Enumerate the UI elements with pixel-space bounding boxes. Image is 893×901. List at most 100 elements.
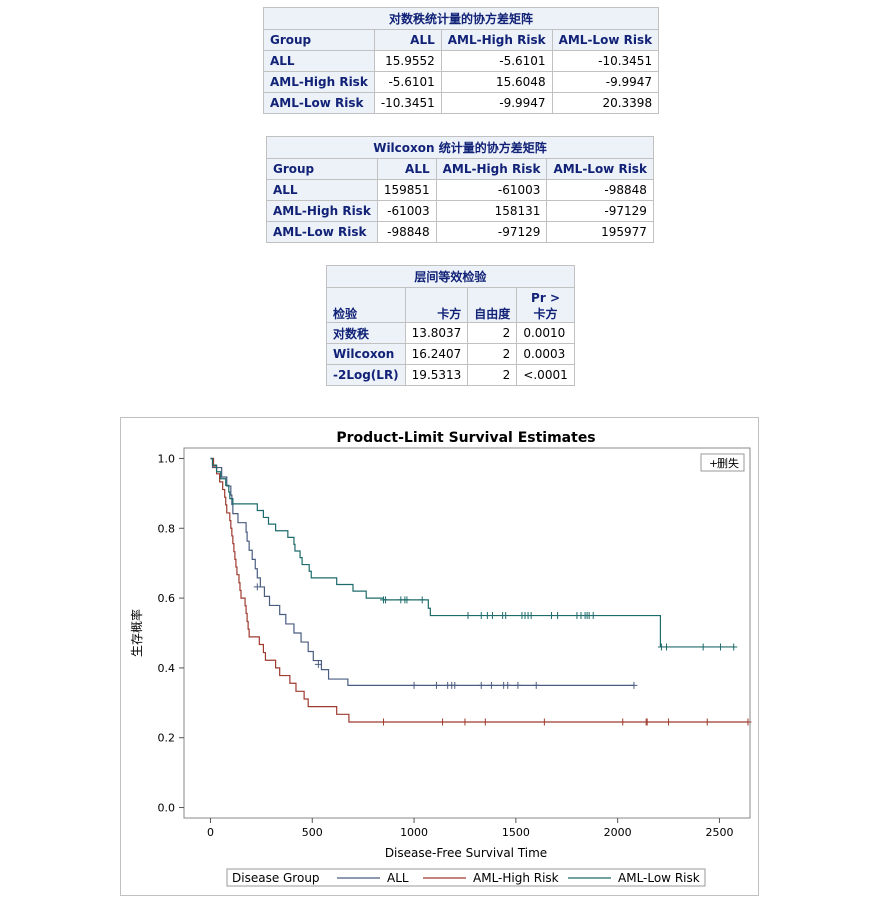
table-row: ALL 159851 -61003 -98848 xyxy=(266,179,654,201)
censor-mark xyxy=(380,718,388,726)
table-cell: 158131 xyxy=(435,200,548,222)
table-cell: -10.3451 xyxy=(373,92,442,114)
table-row: AML-Low Risk -10.3451 -9.9947 20.3398 xyxy=(263,92,660,114)
survival-plot-svg: Product-Limit Survival Estimates 0 500 100… xyxy=(129,430,752,887)
survival-curve xyxy=(210,457,635,686)
y-tick-label: 0.0 xyxy=(158,802,176,815)
table-row: AML-High Risk -5.6101 15.6048 -9.9947 xyxy=(263,71,660,93)
table-cell: 19.5313 xyxy=(404,364,469,386)
column-header-line2: 卡方 xyxy=(533,307,558,321)
row-header: ALL xyxy=(263,50,375,72)
y-tick-label: 0.8 xyxy=(158,522,176,535)
censor-mark xyxy=(253,583,261,591)
y-tick-label: 0.2 xyxy=(158,732,176,745)
table-row: -2Log(LR) 19.5313 2 <.0001 xyxy=(326,364,575,386)
censor-mark xyxy=(527,612,535,620)
x-tick-label: 2000 xyxy=(604,826,632,839)
x-tick-label: 1000 xyxy=(400,826,428,839)
censor-mark xyxy=(451,681,459,689)
censor-mark xyxy=(514,681,522,689)
table-cell: -9.9947 xyxy=(440,92,553,114)
censor-mark xyxy=(663,643,671,651)
censor-mark xyxy=(699,643,707,651)
table-cell: -5.6101 xyxy=(440,50,553,72)
wilcoxon-covariance-table: Wilcoxon 统计量的协方差矩阵 Group ALL AML-High Ri… xyxy=(266,136,654,243)
censor-mark xyxy=(554,612,562,620)
row-header: AML-High Risk xyxy=(266,200,378,222)
censor-mark xyxy=(481,718,489,726)
table-cell: 159851 xyxy=(376,179,437,201)
x-tick-label: 2500 xyxy=(705,826,733,839)
survival-plot: Product-Limit Survival Estimates 0 500 100… xyxy=(120,417,759,896)
table-row: 对数秩 13.8037 2 0.0010 xyxy=(326,322,575,344)
table-cell: 16.2407 xyxy=(404,343,469,365)
y-tick-label: 1.0 xyxy=(158,452,176,465)
censor-mark xyxy=(488,612,496,620)
legend-entry-label: AML-Low Risk xyxy=(618,871,700,885)
censor-mark xyxy=(643,718,651,726)
censor-mark xyxy=(619,718,627,726)
y-tick-label: 0.6 xyxy=(158,592,176,605)
table-cell: -98848 xyxy=(546,179,654,201)
table-cell: -9.9947 xyxy=(551,71,660,93)
table-cell: -5.6101 xyxy=(373,71,442,93)
series-legend: Disease Group ALL AML-High Risk AML-Low Ri… xyxy=(226,868,706,887)
censor-mark xyxy=(532,681,540,689)
x-tick-label: 0 xyxy=(207,826,214,839)
row-header: AML-Low Risk xyxy=(263,92,375,114)
censor-mark xyxy=(461,718,469,726)
table-row: AML-High Risk -61003 158131 -97129 xyxy=(266,200,654,222)
censor-mark xyxy=(382,596,390,604)
survival-curve xyxy=(210,457,735,648)
censor-mark xyxy=(487,681,495,689)
row-header: -2Log(LR) xyxy=(326,364,406,386)
table-cell: 20.3398 xyxy=(551,92,660,114)
table-cell: -10.3451 xyxy=(551,50,660,72)
table-cell: 15.6048 xyxy=(440,71,553,93)
column-header: AML-Low Risk xyxy=(551,29,660,51)
y-axis-label: 生存概率 xyxy=(129,609,144,657)
censor-mark xyxy=(314,660,322,668)
table-cell: 2 xyxy=(467,322,518,344)
x-axis-label: Disease-Free Survival Time xyxy=(385,846,547,860)
column-header: ALL xyxy=(373,29,442,51)
column-header: ALL xyxy=(376,158,437,180)
table-cell: -61003 xyxy=(435,179,548,201)
row-header: AML-High Risk xyxy=(263,71,375,93)
censor-mark xyxy=(716,643,724,651)
x-tick-label: 1500 xyxy=(502,826,530,839)
x-tick-label: 500 xyxy=(302,826,323,839)
row-header: ALL xyxy=(266,179,378,201)
censor-mark xyxy=(665,718,673,726)
column-header-pvalue: Pr > 卡方 xyxy=(516,287,575,323)
censor-mark xyxy=(410,681,418,689)
column-header: AML-High Risk xyxy=(440,29,553,51)
logrank-covariance-table: 对数秩统计量的协方差矩阵 Group ALL AML-High Risk AML… xyxy=(262,7,660,114)
censor-mark xyxy=(403,596,411,604)
column-header: Group xyxy=(263,29,375,51)
censor-mark xyxy=(744,718,752,726)
column-header: AML-High Risk xyxy=(435,158,548,180)
censor-mark xyxy=(540,718,548,726)
column-header-line1: Pr > xyxy=(531,291,560,305)
censor-mark xyxy=(477,612,485,620)
x-axis: 0 500 1000 1500 2000 2500 xyxy=(207,818,733,839)
censor-legend-box xyxy=(700,453,745,472)
table-cell: -61003 xyxy=(376,200,437,222)
table-cell: -97129 xyxy=(435,221,548,243)
censor-mark xyxy=(439,718,447,726)
legend-entry-label: AML-High Risk xyxy=(473,871,559,885)
table-title: Wilcoxon 统计量的协方差矩阵 xyxy=(266,136,654,159)
table-title: 层间等效检验 xyxy=(326,265,575,288)
table-cell: -98848 xyxy=(376,221,437,243)
table-cell: 2 xyxy=(467,343,518,365)
table-cell: 15.9552 xyxy=(373,50,442,72)
table-row: Wilcoxon 16.2407 2 0.0003 xyxy=(326,343,575,365)
table-row: AML-Low Risk -98848 -97129 195977 xyxy=(266,221,654,243)
table-cell: 2 xyxy=(467,364,518,386)
row-header: AML-Low Risk xyxy=(266,221,378,243)
censor-symbol: + xyxy=(709,457,718,470)
column-header: 检验 xyxy=(326,287,406,323)
table-cell: 0.0003 xyxy=(516,343,575,365)
censor-mark xyxy=(630,681,638,689)
